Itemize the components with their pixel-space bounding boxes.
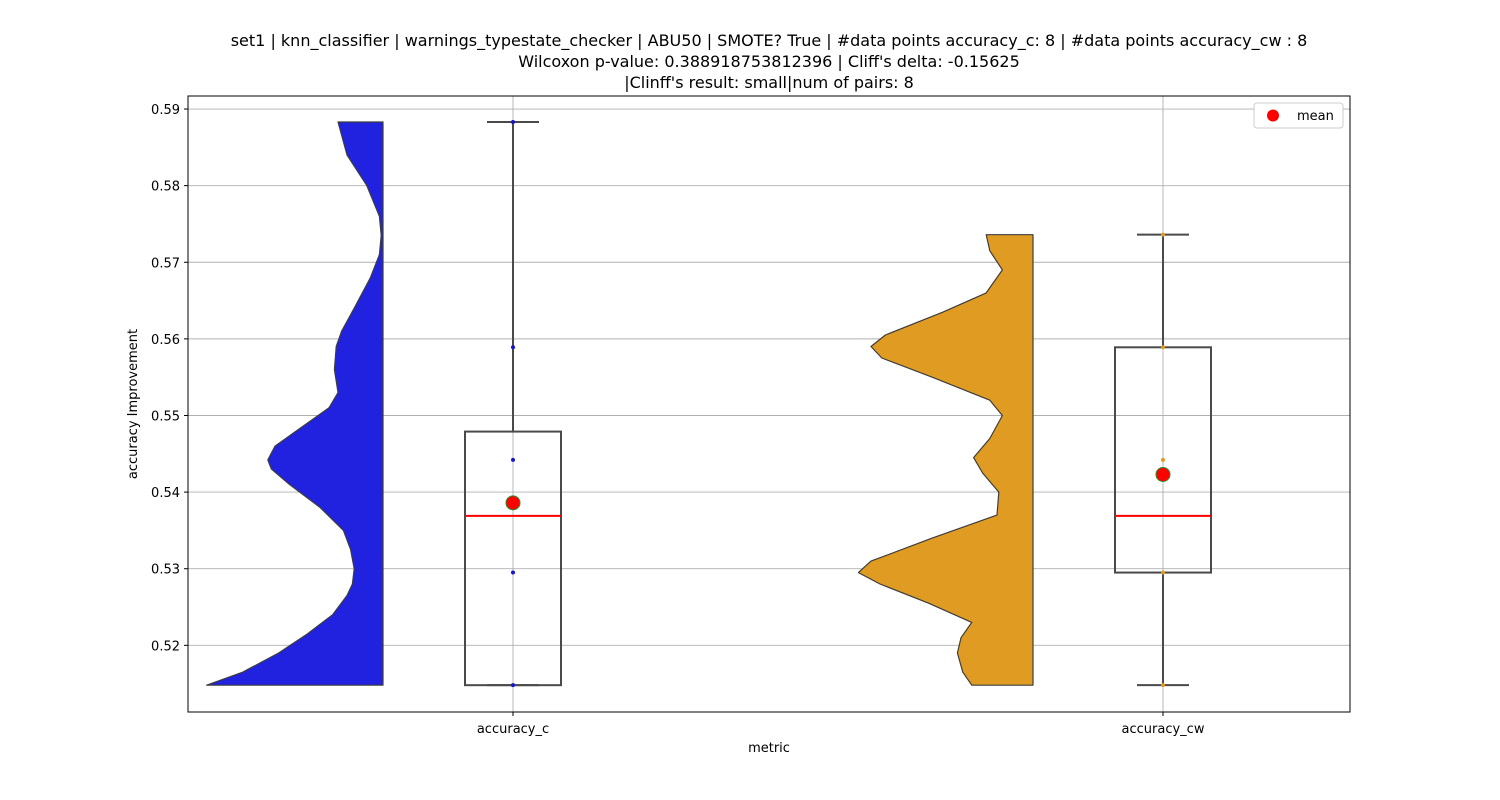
chart-title-line-3: |Clinff's result: small|num of pairs: 8 <box>624 73 914 92</box>
y-tick-label: 0.53 <box>151 563 180 578</box>
y-tick-label: 0.52 <box>151 639 180 654</box>
y-tick-label: 0.58 <box>151 180 180 195</box>
y-tick-label: 0.57 <box>151 256 180 271</box>
y-tick-label: 0.55 <box>151 409 180 424</box>
y-tick-label: 0.54 <box>151 486 180 501</box>
x-tick-label: accuracy_cw <box>1122 722 1205 737</box>
data-point-accuracy_c <box>511 457 515 462</box>
legend-frame <box>1253 102 1344 129</box>
y-axis-label: accuracy Improvement <box>126 329 141 479</box>
boxplots <box>464 121 1212 687</box>
data-point-accuracy_cw <box>1161 457 1165 462</box>
data-point-accuracy_c <box>511 570 515 575</box>
plot-frame <box>187 95 1351 713</box>
y-tick-label: 0.56 <box>151 333 180 348</box>
data-point-accuracy_c <box>511 120 515 125</box>
data-point-accuracy_c <box>511 683 515 688</box>
data-point-accuracy_c <box>511 345 515 350</box>
mean-marker-accuracy_cw <box>1155 466 1171 482</box>
violin-accuracy_c <box>206 121 384 686</box>
chart-title-line-2: Wilcoxon p-value: 0.388918753812396 | Cl… <box>518 52 1020 71</box>
data-points <box>505 120 1171 688</box>
data-point-accuracy_cw <box>1161 345 1165 350</box>
mean-marker-accuracy_c <box>505 495 521 511</box>
x-axis-label: metric <box>748 741 790 756</box>
legend-mean-label: mean <box>1297 109 1334 124</box>
y-tick-label: 0.59 <box>151 103 180 118</box>
data-point-accuracy_cw <box>1161 232 1165 237</box>
legend-mean-marker <box>1267 109 1279 122</box>
x-tick-label: accuracy_c <box>477 722 549 737</box>
violins <box>206 121 1034 686</box>
chart-title-line-1: set1 | knn_classifier | warnings_typesta… <box>230 31 1308 50</box>
legend: mean <box>1253 102 1344 129</box>
violin-accuracy_cw <box>857 234 1034 686</box>
data-point-accuracy_cw <box>1161 570 1165 575</box>
data-point-accuracy_cw <box>1161 683 1165 688</box>
axis-ticks: 0.52 0.53 0.54 0.55 0.56 0.57 0.58 0.59 accuracy… <box>151 103 1205 737</box>
